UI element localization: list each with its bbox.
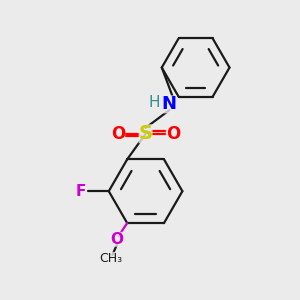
Text: F: F [76, 184, 86, 199]
Text: S: S [139, 124, 153, 143]
Text: N: N [162, 95, 177, 113]
Text: H: H [148, 95, 160, 110]
Text: O: O [111, 125, 125, 143]
Text: O: O [110, 232, 123, 247]
Text: O: O [166, 125, 180, 143]
Text: CH₃: CH₃ [99, 252, 122, 265]
